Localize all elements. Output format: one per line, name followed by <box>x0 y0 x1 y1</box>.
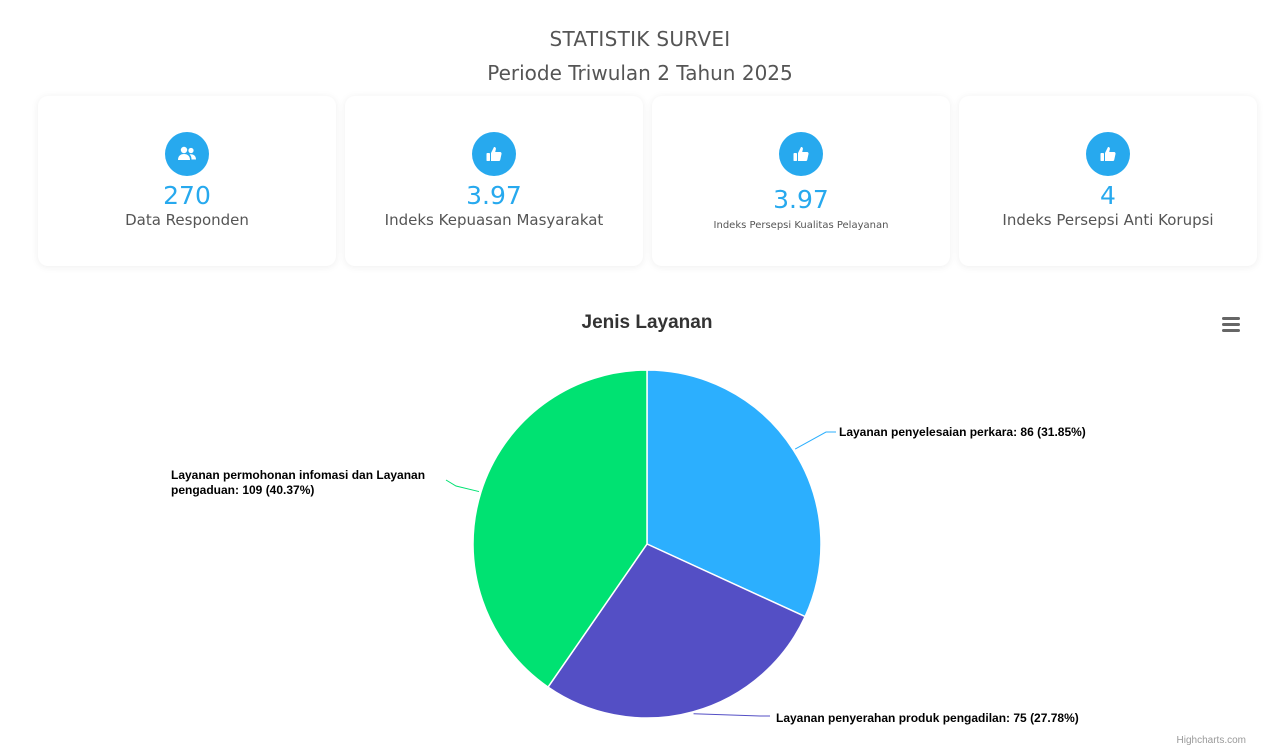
card-value: 4 <box>1100 181 1116 210</box>
pie-slice-penyerahan[interactable] <box>546 543 807 719</box>
pie-label-penyerahan: Layanan penyerahan produk pengadilan: 75… <box>776 711 1079 725</box>
pie-label-penyelesaian: Layanan penyelesaian perkara: 86 (31.85%… <box>839 425 1086 439</box>
card-responden: 270 Data Responden <box>38 96 336 266</box>
card-value: 3.97 <box>773 185 829 214</box>
thumbs-up-icon <box>1086 132 1130 176</box>
page-title: STATISTIK SURVEI <box>549 27 731 51</box>
chart-title: Jenis Layanan <box>581 312 713 333</box>
pie-chart: Jenis Layanan Layanan penyelesaian perka… <box>0 300 1280 752</box>
pie-label-permohonan-line1: Layanan permohonan infomasi dan Layanan <box>171 468 425 482</box>
card-ipkp: 3.97 Indeks Persepsi Kualitas Pelayanan <box>652 96 950 266</box>
card-ipak: 4 Indeks Persepsi Anti Korupsi <box>959 96 1257 266</box>
pie-slice-penyelesaian[interactable] <box>646 369 822 618</box>
page-subtitle: Periode Triwulan 2 Tahun 2025 <box>487 61 793 85</box>
pie-slice-permohonan[interactable] <box>472 369 648 689</box>
pie-svg: Layanan penyelesaian perkara: 86 (31.85%… <box>171 369 1086 725</box>
hamburger-icon <box>1222 323 1240 326</box>
card-label: Indeks Kepuasan Masyarakat <box>384 211 604 229</box>
pie-connector-penyelesaian <box>794 431 836 450</box>
card-label: Indeks Persepsi Kualitas Pelayanan <box>713 220 889 231</box>
hamburger-icon <box>1222 329 1240 332</box>
thumbs-up-icon <box>472 132 516 176</box>
users-icon <box>165 132 209 176</box>
page-header: STATISTIK SURVEI Periode Triwulan 2 Tahu… <box>0 22 1280 90</box>
hamburger-icon <box>1222 317 1240 320</box>
pie-connector-penyerahan <box>693 713 770 717</box>
pie-slices <box>472 369 822 719</box>
pie-connectors <box>445 431 836 717</box>
pie-label-permohonan-line2: pengaduan: 109 (40.37%) <box>171 483 314 497</box>
stats-cards: 270 Data Responden 3.97 Indeks Kepuasan … <box>38 96 1258 266</box>
thumbs-up-icon <box>779 132 823 176</box>
card-label: Data Responden <box>125 211 249 229</box>
pie-connector-permohonan <box>445 479 480 493</box>
chart-menu-button[interactable] <box>1218 314 1244 336</box>
card-value: 3.97 <box>466 181 522 210</box>
card-value: 270 <box>163 181 211 210</box>
card-ikm: 3.97 Indeks Kepuasan Masyarakat <box>345 96 643 266</box>
card-label: Indeks Persepsi Anti Korupsi <box>1002 211 1214 229</box>
chart-credits[interactable]: Highcharts.com <box>1176 735 1246 746</box>
